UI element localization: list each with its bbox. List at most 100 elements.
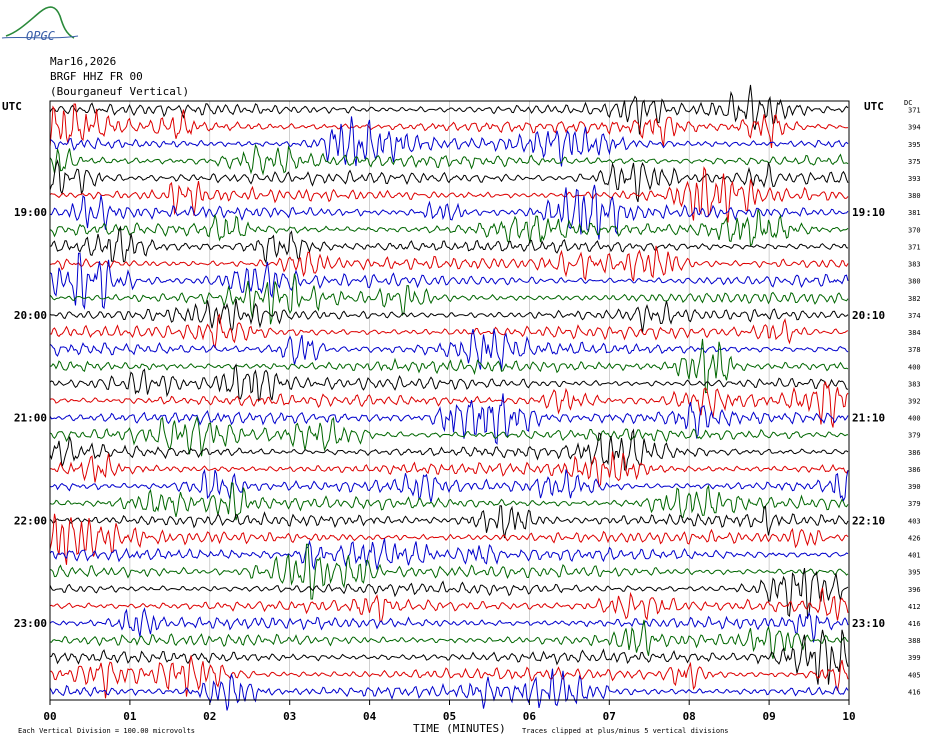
trace-row bbox=[50, 655, 849, 699]
trace-row bbox=[49, 428, 849, 471]
trace-row bbox=[49, 116, 849, 167]
left-hour-label: 20:00 bbox=[14, 309, 47, 322]
dc-offset-label: 383 bbox=[908, 261, 921, 269]
trace-row bbox=[49, 159, 849, 203]
trace-row bbox=[49, 298, 849, 333]
trace-row bbox=[49, 381, 849, 428]
dc-offset-label: 416 bbox=[908, 620, 921, 628]
trace-row bbox=[49, 143, 849, 176]
dc-offset-label: 426 bbox=[908, 534, 921, 542]
dc-offset-label: 384 bbox=[908, 329, 921, 337]
dc-offset-label: 405 bbox=[908, 671, 921, 679]
trace-row bbox=[49, 328, 849, 371]
x-tick-label: 09 bbox=[762, 710, 775, 723]
x-tick-label: 02 bbox=[203, 710, 216, 723]
trace-row bbox=[49, 393, 849, 445]
dc-offset-label: 401 bbox=[908, 552, 921, 560]
right-hour-label: 20:10 bbox=[852, 309, 885, 322]
x-tick-label: 07 bbox=[603, 710, 616, 723]
trace-row bbox=[49, 538, 849, 571]
x-tick-label: 01 bbox=[123, 710, 137, 723]
trace-row bbox=[49, 363, 849, 403]
x-tick-label: 06 bbox=[523, 710, 537, 723]
trace-row bbox=[49, 482, 849, 521]
right-hour-label: 22:10 bbox=[852, 514, 885, 527]
x-tick-label: 00 bbox=[43, 710, 56, 723]
right-utc-label: UTC bbox=[864, 100, 884, 113]
dc-offset-label: 370 bbox=[908, 226, 921, 234]
dc-offset-label: 381 bbox=[908, 209, 921, 217]
header-date: Mar16,2026 bbox=[50, 55, 116, 68]
trace-row bbox=[49, 587, 849, 623]
right-hour-label: 21:10 bbox=[852, 412, 885, 425]
dc-offset-label: 371 bbox=[908, 243, 921, 251]
x-tick-label: 04 bbox=[363, 710, 377, 723]
dc-offset-label: 396 bbox=[908, 586, 921, 594]
dc-offset-label: 416 bbox=[908, 688, 921, 696]
dc-offset-label: 412 bbox=[908, 603, 921, 611]
dc-offset-label: 393 bbox=[908, 175, 921, 183]
x-tick-label: 08 bbox=[683, 710, 696, 723]
mountain-logo-ridge bbox=[1, 35, 79, 39]
dc-offset-label: 374 bbox=[908, 312, 921, 320]
trace-row bbox=[49, 225, 849, 265]
clip-note: Traces clipped at plus/minus 5 vertical … bbox=[522, 727, 729, 735]
trace-row bbox=[49, 338, 849, 394]
header-station: BRGF HHZ FR 00 bbox=[50, 70, 143, 83]
plot-frame bbox=[49, 100, 850, 701]
dc-offset-label: 379 bbox=[908, 500, 921, 508]
dc-offset-label: 386 bbox=[908, 449, 921, 457]
trace-row bbox=[49, 84, 849, 135]
trace-row bbox=[50, 451, 849, 488]
dc-offset-label: 388 bbox=[908, 637, 921, 645]
left-hour-label: 22:00 bbox=[14, 514, 47, 527]
x-tick-label: 10 bbox=[842, 710, 855, 723]
dc-offset-label: 403 bbox=[908, 517, 921, 525]
trace-row bbox=[49, 252, 849, 310]
dc-offset-label: 400 bbox=[908, 415, 921, 423]
dc-offset-label: 379 bbox=[908, 432, 921, 440]
trace-row bbox=[49, 513, 849, 565]
left-utc-label: UTC bbox=[2, 100, 22, 113]
right-hour-labels: 19:10 20:10 21:10 22:10 23:10 bbox=[852, 206, 885, 630]
trace-row bbox=[49, 629, 849, 685]
right-hour-label: 19:10 bbox=[852, 206, 885, 219]
dc-offset-label: 395 bbox=[908, 141, 921, 149]
dc-offset-label: 390 bbox=[908, 483, 921, 491]
dc-offset-label: 382 bbox=[908, 295, 921, 303]
dc-offset-label: 378 bbox=[908, 346, 921, 354]
dc-offset-label: 394 bbox=[908, 124, 921, 132]
opgc-logo: OPGC bbox=[1, 6, 79, 43]
left-hour-label: 23:00 bbox=[14, 617, 47, 630]
trace-row bbox=[49, 568, 849, 618]
x-tick-label: 03 bbox=[283, 710, 296, 723]
scale-note: Each Vertical Division = 100.00 microvol… bbox=[18, 727, 195, 735]
right-hour-label: 23:10 bbox=[852, 617, 885, 630]
dc-offset-label: 399 bbox=[908, 654, 921, 662]
dc-offset-label: 380 bbox=[908, 278, 921, 286]
trace-row bbox=[49, 668, 849, 711]
left-hour-label: 19:00 bbox=[14, 206, 47, 219]
grid bbox=[129, 101, 770, 700]
trace-row bbox=[49, 184, 849, 240]
left-hour-labels: 19:00 20:00 21:00 22:00 23:00 bbox=[14, 206, 47, 630]
x-axis-ticks: 00 01 02 03 04 05 06 07 08 09 10 bbox=[43, 700, 856, 723]
trace-row bbox=[49, 607, 849, 643]
logo-text: OPGC bbox=[26, 29, 56, 43]
mountain-logo-icon bbox=[5, 6, 75, 39]
x-axis-label: TIME (MINUTES) bbox=[413, 722, 506, 735]
dc-offset-label: 383 bbox=[908, 380, 921, 388]
header-location: (Bourganeuf Vertical) bbox=[50, 85, 189, 98]
dc-offset-label: 392 bbox=[908, 398, 921, 406]
dc-offset-label: 380 bbox=[908, 192, 921, 200]
dc-offset-label: 386 bbox=[908, 466, 921, 474]
trace-row bbox=[49, 468, 849, 503]
trace-row bbox=[49, 619, 849, 659]
dc-label: DC bbox=[904, 99, 912, 107]
dc-offset-label: 400 bbox=[908, 363, 921, 371]
left-hour-label: 21:00 bbox=[14, 412, 47, 425]
trace-row bbox=[49, 103, 849, 148]
trace-row bbox=[49, 415, 849, 457]
